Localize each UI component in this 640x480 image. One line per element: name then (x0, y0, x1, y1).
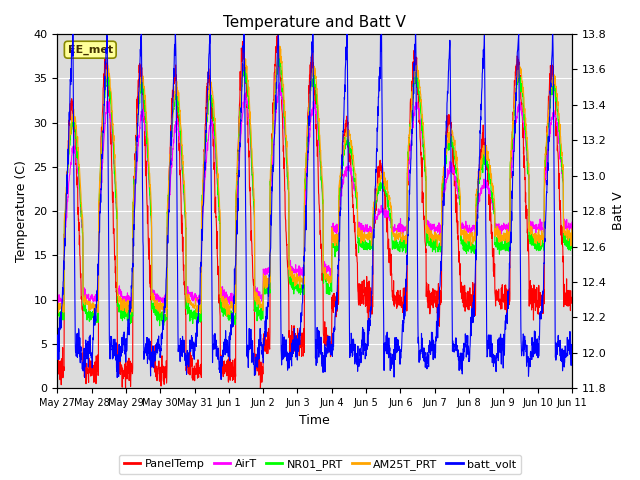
Y-axis label: Temperature (C): Temperature (C) (15, 160, 28, 262)
Legend: PanelTemp, AirT, NR01_PRT, AM25T_PRT, batt_volt: PanelTemp, AirT, NR01_PRT, AM25T_PRT, ba… (119, 455, 521, 474)
X-axis label: Time: Time (300, 414, 330, 427)
Text: EE_met: EE_met (68, 45, 113, 55)
Title: Temperature and Batt V: Temperature and Batt V (223, 15, 406, 30)
Y-axis label: Batt V: Batt V (612, 192, 625, 230)
